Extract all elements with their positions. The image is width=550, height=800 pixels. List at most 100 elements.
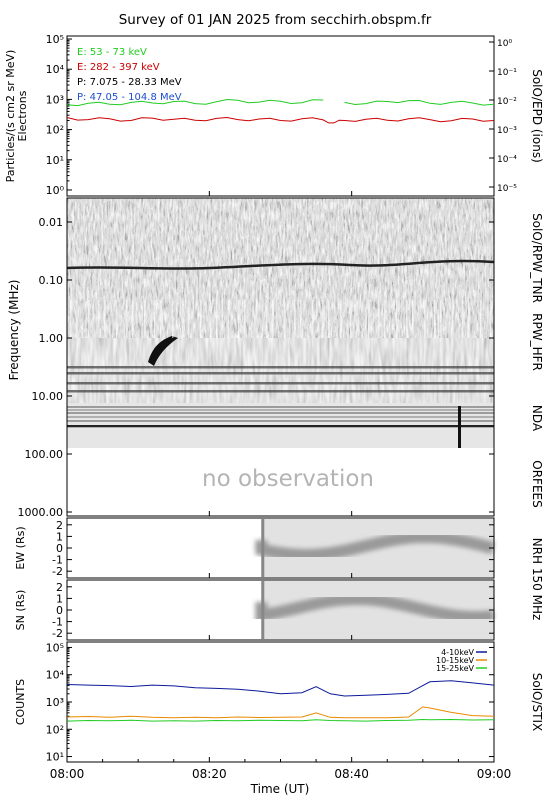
nrh-tick-label: 0 — [56, 604, 63, 617]
epd-left-tick-label: 10⁵ — [46, 33, 64, 46]
radio-tick-label: 1000.00 — [18, 506, 64, 519]
rfi-stripe — [396, 300, 398, 338]
label-orfees: ORFEES — [530, 460, 544, 507]
epd-legend-entry: E: 282 - 397 keV — [77, 62, 160, 73]
radio-ticks: 0.01 0.10 1.00 10.00 100.00 1000.00 — [18, 216, 494, 519]
rfi-stripe — [116, 300, 118, 338]
rfi-stripe — [490, 300, 492, 338]
epd-left-tick-label: 10⁰ — [46, 184, 65, 197]
rfi-stripe — [368, 300, 370, 338]
stix-legend-entry: 10-15keV — [436, 656, 475, 665]
rfi-stripe — [126, 300, 128, 338]
epd-legend-entry: P: 7.075 - 28.33 MeV — [77, 77, 182, 88]
epd-right-tick-label: 10⁻⁵ — [497, 184, 517, 194]
rfi-stripe — [228, 300, 230, 338]
rfi-stripe — [452, 300, 454, 338]
rfi-stripe — [462, 300, 464, 338]
rfi-stripe — [272, 300, 274, 338]
rfi-stripe — [340, 300, 342, 338]
rfi-stripe — [434, 300, 436, 338]
epd-legend-entry: P: 47.05 - 104.8 MeV — [77, 92, 182, 103]
stix-tick-label: 10² — [46, 723, 64, 736]
radio-spectrogram — [67, 198, 494, 448]
radio-tick-label: 0.01 — [39, 216, 64, 229]
radio-tick-label: 10.00 — [32, 390, 64, 403]
label-solo-rpw-tnr: SolO/RPW_TNR — [530, 213, 544, 303]
nrh-source-trace — [255, 592, 494, 624]
rfi-stripe — [172, 300, 174, 338]
nrh-right-label: NRH 150 MHz — [530, 538, 544, 621]
rfi-stripe — [356, 300, 358, 338]
epd-right-tick-label: 10⁻³ — [497, 126, 517, 136]
nrh-source-trace — [255, 530, 495, 562]
rfi-stripe — [266, 300, 268, 338]
stix-ylabel: COUNTS — [14, 679, 27, 725]
nda-spike — [458, 406, 461, 448]
epd-right-tick-label: 10⁻¹ — [497, 68, 517, 78]
radio-ylabel: Frequency (MHz) — [7, 280, 21, 381]
epd-ylabel-electrons: Electrons — [16, 90, 29, 141]
time-tick-label: 08:40 — [334, 767, 369, 781]
nrh-start-edge — [261, 581, 265, 639]
time-axis: 08:00 08:20 08:40 09:00 — [50, 191, 511, 781]
nrh-tick-label: 1 — [56, 592, 63, 605]
rfi-stripe — [350, 300, 352, 338]
nrh-tick-label: 0 — [56, 542, 63, 555]
time-axis-label: Time (UT) — [250, 782, 310, 796]
stix-series-line — [66, 680, 495, 697]
figure-title: Survey of 01 JAN 2025 from secchirh.obsp… — [119, 12, 432, 28]
nrh-sn-panel: 210-1-2 SN (Rs) — [14, 579, 495, 641]
stix-tick-label: 10⁵ — [46, 641, 64, 654]
epd-legend-entry: E: 53 - 73 keV — [77, 47, 147, 58]
rfi-stripe — [440, 300, 442, 338]
radio-burst — [148, 336, 178, 366]
epd-left-tick-label: 10² — [46, 124, 64, 137]
rfi-stripe — [300, 300, 302, 338]
hfr-band — [67, 382, 494, 385]
rfi-stripe — [294, 300, 296, 338]
rfi-stripe — [154, 300, 156, 338]
epd-series — [66, 98, 495, 124]
rfi-stripe — [328, 300, 330, 338]
stix-legend-entry: 4-10keV — [441, 648, 474, 657]
radio-tick-label: 1.00 — [39, 332, 64, 345]
radio-panel: 0.01 0.10 1.00 10.00 100.00 1000.00 Frequency… — [7, 197, 544, 519]
rfi-stripe — [104, 300, 106, 338]
rfi-stripe — [312, 300, 314, 338]
nrh-tick-label: -1 — [52, 554, 63, 567]
rfi-stripe — [256, 300, 258, 338]
rfi-stripe — [98, 300, 100, 338]
nrh-tick-label: -1 — [52, 616, 63, 629]
stix-ticks: 10¹ 10² 10³ 10⁴ 10⁵ — [46, 641, 494, 764]
rfi-stripe — [144, 300, 146, 338]
rfi-stripe — [210, 300, 212, 338]
epd-right-ticks: 10⁻⁵ 10⁻⁴ 10⁻³ 10⁻² 10⁻¹ 10⁰ — [489, 39, 517, 194]
rfi-stripe — [160, 300, 162, 338]
rfi-stripe — [238, 300, 240, 338]
rfi-stripe — [216, 300, 218, 338]
no-observation-text: no observation — [202, 466, 374, 492]
hfr-band — [67, 366, 494, 369]
radio-features — [67, 259, 494, 448]
nrh-sn-ylabel: SN (Rs) — [14, 590, 27, 631]
rfi-stripe — [70, 300, 72, 338]
rfi-stripe — [132, 300, 134, 338]
stix-tick-label: 10³ — [46, 696, 64, 709]
stix-frame — [66, 641, 495, 763]
epd-series-line — [66, 116, 495, 124]
nrh-sn-ticks: 210-1-2 — [52, 581, 494, 640]
epd-left-tick-label: 10³ — [46, 93, 64, 106]
nrh-tick-label: -2 — [52, 627, 63, 640]
epd-right-tick-label: 10⁻² — [497, 97, 517, 107]
epd-left-tick-label: 10¹ — [46, 154, 64, 167]
tnr-emission-band — [67, 259, 494, 270]
epd-left-ticks: 10⁰ 10¹ 10² 10³ 10⁴ 10⁵ — [46, 33, 72, 197]
nrh-ew-ticks: 210-1-2 — [52, 519, 494, 578]
stix-series-line — [66, 706, 495, 719]
radio-tick-label: 100.00 — [25, 448, 64, 461]
nrh-sn-image — [255, 581, 494, 639]
